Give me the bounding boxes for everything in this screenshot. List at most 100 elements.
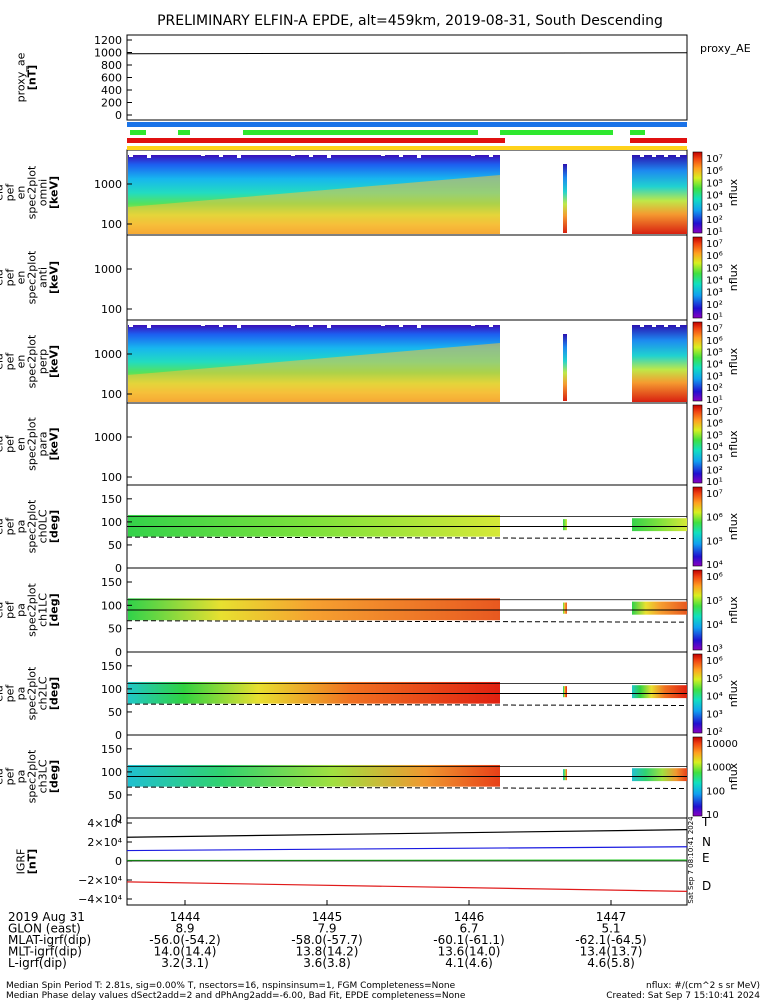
ytick-ch3-2: 50 (108, 789, 122, 802)
cbar-tick-ch2-0: 10⁶ (706, 656, 723, 667)
ylabel-perp-3: spec2plot (26, 334, 39, 388)
noise-pixel (129, 323, 133, 327)
omni-spectrogram (128, 153, 687, 234)
noise-pixel (363, 323, 367, 325)
noise-pixel (345, 153, 349, 154)
noise-pixel (129, 153, 133, 157)
ylabel-ch2-3: spec2plot (26, 666, 39, 720)
igrf-line-D (126, 881, 688, 892)
ephem-value-4-1: 3.6(3.8) (303, 956, 351, 970)
colorbar-ch1 (692, 569, 703, 651)
ylabel-anti-3: spec2plot (26, 250, 39, 304)
ylabel-perp-1: pef (4, 352, 17, 371)
ytick-anti-0: 1000 (94, 263, 122, 276)
igrf-legend-E: E (702, 851, 710, 865)
ytick-ae-6: 0 (115, 109, 122, 122)
ytick-ch2-2: 50 (108, 706, 122, 719)
noise-pixel (201, 153, 205, 156)
noise-pixel (309, 323, 313, 327)
proxy-ae-line (126, 52, 688, 55)
noise-pixel (381, 323, 385, 326)
ephem-label-0: 2019 Aug 31 (8, 910, 85, 924)
ytick-ch1-1: 100 (101, 599, 122, 612)
ylabel-ch2-1: pef (4, 684, 17, 703)
ytick-ch2-3: 0 (115, 729, 122, 742)
cbar-label-ch2: nflux (727, 679, 740, 707)
colorbar-ch2 (692, 653, 703, 734)
noise-pixel (363, 153, 367, 155)
ephem-value-1-3: 5.1 (601, 922, 620, 936)
colorbar-anti (692, 236, 703, 319)
pa-band-right (632, 685, 687, 699)
ylabel-ch2-4: ch2LC (37, 676, 50, 710)
ylabel-omni-1: pef (4, 183, 17, 202)
colorbar-ch0 (692, 486, 703, 567)
noise-pixel (183, 153, 187, 155)
cbar-tick-ch2-3: 10³ (706, 709, 723, 720)
ylabel-ch3-0: ela (0, 768, 6, 785)
ylabel-ch1-3: spec2plot (26, 583, 39, 637)
ytick-igrf-4: −4×10⁴ (78, 893, 122, 906)
ylabel-anti-5: [keV] (48, 261, 61, 294)
colorbar-ch3 (692, 736, 703, 817)
footer-left-2: Median Phase delay values dSect2add=2 an… (6, 991, 466, 1000)
noise-pixel (291, 153, 295, 156)
proxy-ae-legend: proxy_AE (700, 42, 751, 55)
cbar-tick-ch2-1: 10⁵ (706, 674, 723, 685)
cbar-tick-anti-2: 10⁵ (706, 263, 723, 274)
ephem-value-0-1: 1445 (312, 910, 343, 924)
igrf-legend-T: T (701, 815, 710, 829)
spectrogram-enhancement (128, 343, 500, 402)
ephem-value-4-0: 3.2(3.1) (161, 956, 209, 970)
loss-cone-line (126, 620, 688, 623)
noise-pixel (676, 323, 680, 327)
ytick-ch1-3: 0 (115, 646, 122, 659)
noise-pixel (327, 153, 331, 158)
cbar-tick-anti-0: 10⁷ (706, 239, 723, 250)
indicator-green (130, 130, 146, 135)
noise-pixel (676, 153, 680, 157)
noise-pixel (255, 153, 259, 154)
colorbar-omni (692, 151, 703, 234)
pa-band-spike (563, 602, 567, 614)
noise-pixel (471, 323, 475, 326)
cbar-tick-omni-3: 10⁴ (706, 191, 723, 202)
cbar-tick-perp-6: 10¹ (706, 395, 723, 406)
cbar-tick-anti-3: 10⁴ (706, 276, 723, 287)
creation-stamp: Sat Sep 7 08:10:41 2024 (687, 816, 695, 904)
noise-pixel (147, 153, 151, 158)
ephem-value-1-0: 8.9 (175, 922, 194, 936)
noise-pixel (165, 153, 169, 154)
spectrogram-enhancement (128, 175, 500, 234)
ephem-label-2: MLAT-igrf(dip) (8, 933, 91, 947)
ylabel-ae-1: [nT] (26, 65, 39, 90)
pa-band-spike (563, 686, 567, 698)
ylabel-para-1: pef (4, 434, 17, 453)
panel-frame-ae (126, 34, 688, 121)
ylabel-ch1-4: ch1LC (37, 593, 50, 627)
igrf-legend-D: D (702, 879, 711, 893)
loss-cone-line (126, 536, 688, 539)
noise-pixel (381, 153, 385, 156)
cbar-tick-perp-1: 10⁶ (706, 336, 723, 347)
noise-pixel (489, 153, 493, 157)
ephem-value-3-1: 13.8(14.2) (296, 945, 359, 959)
ylabel-para-5: [keV] (48, 427, 61, 460)
ylabel-ch0-5: [deg] (48, 510, 61, 543)
noise-pixel (453, 323, 457, 325)
ylabel-ch3-1: pef (4, 767, 17, 786)
noise-pixel (345, 323, 349, 324)
indicator-red (630, 138, 687, 143)
ylabel-ch2-0: ela (0, 685, 6, 702)
ephem-value-2-0: -56.0(-54.2) (149, 933, 220, 947)
indicator-green (630, 130, 645, 135)
loss-cone-line (126, 786, 688, 789)
noise-pixel (652, 323, 656, 327)
ylabel-para-3: spec2plot (26, 417, 39, 471)
ylabel-ch3-4: ch3LC (37, 759, 50, 793)
ephem-value-0-3: 1447 (596, 910, 627, 924)
ephem-value-0-0: 1444 (170, 910, 201, 924)
footer-right-1: nflux: #/(cm^2 s sr MeV) (646, 981, 760, 991)
